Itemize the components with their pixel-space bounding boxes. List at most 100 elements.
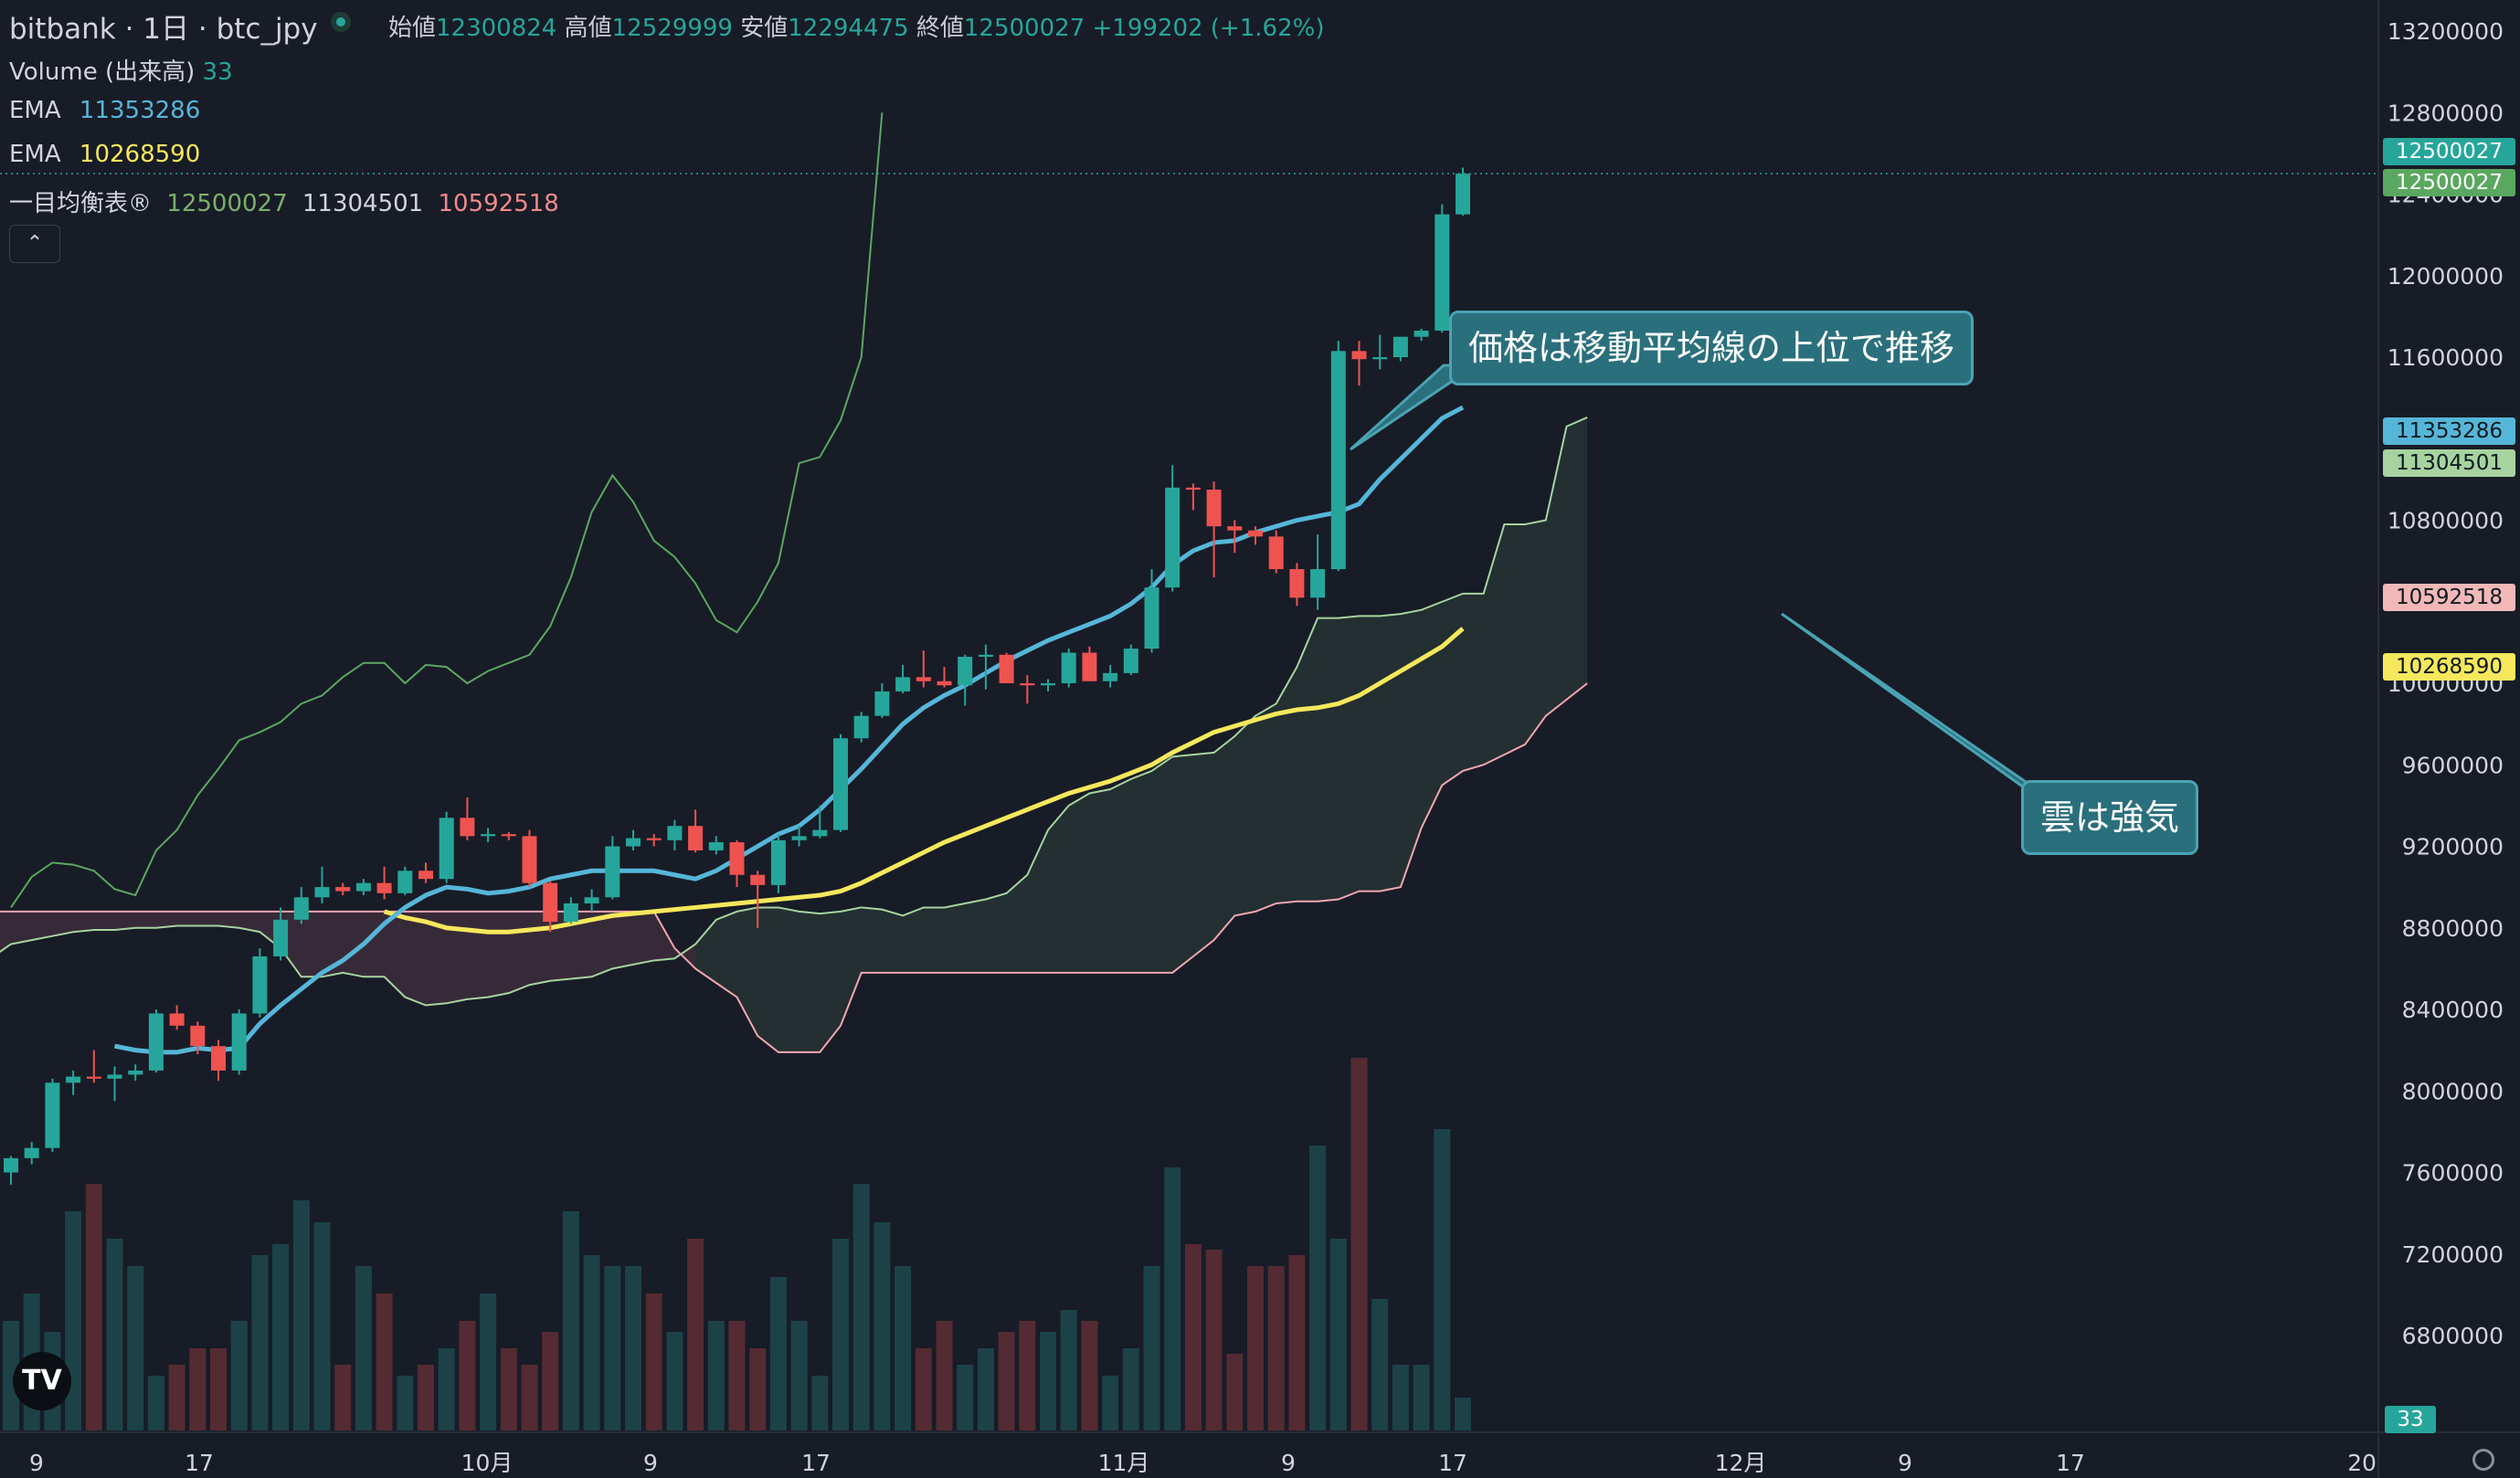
candle-body xyxy=(999,654,1014,683)
cloud-segment xyxy=(736,907,758,1037)
candle-body xyxy=(895,677,911,691)
volume-bar xyxy=(625,1266,641,1430)
volume-bar xyxy=(500,1348,517,1430)
ema-slow-line xyxy=(383,627,1465,934)
high-value: 12529999 xyxy=(611,15,733,42)
candle-body xyxy=(1185,487,1201,491)
settings-icon[interactable] xyxy=(2472,1449,2494,1471)
volume-bar xyxy=(1371,1299,1389,1430)
senkou-span-b xyxy=(0,682,1588,1053)
cloud-segment xyxy=(695,919,716,983)
price-tick-label: 7200000 xyxy=(2402,1241,2504,1268)
volume-bar xyxy=(168,1365,185,1430)
candle-body xyxy=(563,903,578,923)
candle-body xyxy=(1061,652,1076,683)
cloud-segment xyxy=(301,911,323,977)
last-price-tag-value: 12500027 xyxy=(2395,140,2504,164)
cloud-segment xyxy=(114,911,136,930)
candle-body xyxy=(107,1074,122,1079)
price-tick-label: 7600000 xyxy=(2402,1160,2504,1187)
tenkan-tag: 11304501 xyxy=(2383,449,2515,477)
volume-bar xyxy=(230,1321,248,1430)
volume-bar xyxy=(1122,1348,1139,1430)
volume-bar xyxy=(707,1321,725,1430)
cloud-segment xyxy=(1338,616,1360,900)
cloud-segment xyxy=(1068,793,1090,973)
candle-body xyxy=(1372,357,1388,360)
candle-body xyxy=(1144,587,1159,649)
volume-bar xyxy=(480,1293,497,1430)
volume-bar xyxy=(397,1376,414,1430)
volume-bar xyxy=(1434,1129,1451,1430)
chikou-price-tag-value: 12500027 xyxy=(2395,171,2504,195)
cloud-segment xyxy=(841,907,862,1026)
volume-bar xyxy=(418,1365,434,1430)
candle-body xyxy=(874,691,890,716)
cloud-segment xyxy=(52,911,74,936)
low-value: 12294475 xyxy=(788,15,909,42)
open-label: 始値 xyxy=(388,15,437,42)
cloud-segment xyxy=(508,911,530,994)
volume-bar xyxy=(583,1255,600,1430)
candle-body xyxy=(750,874,766,885)
cloud-segment xyxy=(238,911,260,933)
ema-fast-value: 11353286 xyxy=(79,97,201,124)
cloud-segment xyxy=(799,911,821,1052)
ichimoku-legend[interactable]: 一目均衡表® 12500027 11304501 10592518 xyxy=(9,185,559,218)
cloud-segment xyxy=(1359,616,1381,892)
volume-legend[interactable]: Volume (出来高) 33 xyxy=(9,53,233,87)
cloud-segment xyxy=(820,911,841,1052)
price-tick-label: 6800000 xyxy=(2402,1323,2504,1349)
cloud-segment xyxy=(570,911,592,979)
ichimoku-value-1: 12500027 xyxy=(166,190,288,217)
candle-body xyxy=(626,838,641,847)
cloud-segment xyxy=(197,911,218,926)
volume-bar xyxy=(1184,1244,1202,1430)
candle-body xyxy=(543,882,558,923)
cloud-segment xyxy=(757,907,778,1052)
volume-bar xyxy=(687,1239,704,1430)
price-tick-label: 8000000 xyxy=(2402,1078,2504,1104)
time-tick-label: 17 xyxy=(2056,1450,2085,1476)
cloud-segment xyxy=(1276,667,1297,903)
candle-body xyxy=(1268,536,1284,570)
collapse-legend-button[interactable]: ⌃ xyxy=(9,225,60,263)
candle-body xyxy=(231,1013,247,1071)
candle-body xyxy=(1392,336,1408,357)
candle-body xyxy=(252,955,268,1014)
candle-body xyxy=(729,842,745,875)
price-tick-label: 12000000 xyxy=(2388,263,2504,290)
candle-body xyxy=(1123,649,1138,673)
ema-slow-tag-value: 10268590 xyxy=(2395,655,2504,679)
callout-price-above-ma[interactable]: 価格は移動平均線の上位で推移 xyxy=(1449,311,1975,385)
ema-fast-label: EMA xyxy=(9,97,61,124)
callout-cloud-bullish[interactable]: 雲は強気 xyxy=(2021,780,2199,855)
cloud-segment xyxy=(467,911,489,999)
cloud-segment xyxy=(861,907,883,973)
candle-body xyxy=(770,839,786,885)
candle-body xyxy=(1435,214,1450,331)
ema-fast-line xyxy=(114,405,1465,1055)
volume-bar xyxy=(852,1184,870,1430)
volume-bar xyxy=(1060,1310,1077,1430)
candle-body xyxy=(1227,526,1243,531)
cloud-segment xyxy=(176,911,198,926)
volume-bar xyxy=(1309,1145,1327,1430)
ema-slow-legend[interactable]: EMA 10268590 xyxy=(9,141,200,168)
volume-bar xyxy=(874,1222,891,1430)
cloud-segment xyxy=(1566,417,1588,700)
candle-body xyxy=(66,1076,81,1083)
ema-fast-legend[interactable]: EMA 11353286 xyxy=(9,97,200,124)
candle-body xyxy=(646,838,662,840)
ichimoku-value-3: 10592518 xyxy=(438,190,559,217)
volume-bar xyxy=(832,1239,849,1430)
cloud-segment xyxy=(550,911,571,981)
ohlc-readout: 始値12300824 高値12529999 安値12294475 終値12500… xyxy=(329,9,1324,43)
tradingview-logo[interactable]: TV xyxy=(13,1352,71,1410)
volume-bar xyxy=(1205,1250,1223,1430)
candle-body xyxy=(1456,174,1470,215)
volume-bar xyxy=(147,1376,164,1430)
volume-bar xyxy=(65,1211,82,1430)
candle-body xyxy=(397,871,413,893)
